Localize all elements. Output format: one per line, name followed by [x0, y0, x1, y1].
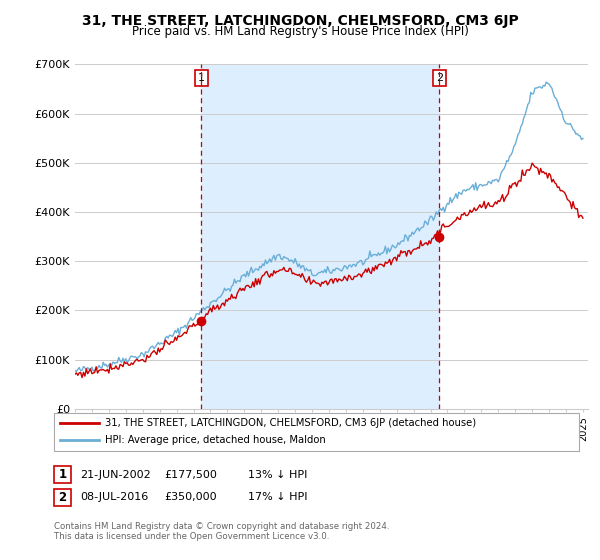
Text: 08-JUL-2016: 08-JUL-2016 — [80, 492, 148, 502]
Text: 2: 2 — [436, 73, 443, 83]
Text: HPI: Average price, detached house, Maldon: HPI: Average price, detached house, Mald… — [105, 435, 326, 445]
Text: 13% ↓ HPI: 13% ↓ HPI — [248, 470, 307, 480]
Text: 1: 1 — [198, 73, 205, 83]
Text: 17% ↓ HPI: 17% ↓ HPI — [248, 492, 307, 502]
Text: 31, THE STREET, LATCHINGDON, CHELMSFORD, CM3 6JP (detached house): 31, THE STREET, LATCHINGDON, CHELMSFORD,… — [105, 418, 476, 428]
Text: 2: 2 — [58, 491, 67, 504]
Bar — [202, 64, 439, 409]
Text: Price paid vs. HM Land Registry's House Price Index (HPI): Price paid vs. HM Land Registry's House … — [131, 25, 469, 38]
Text: 21-JUN-2002: 21-JUN-2002 — [80, 470, 151, 480]
Text: 31, THE STREET, LATCHINGDON, CHELMSFORD, CM3 6JP: 31, THE STREET, LATCHINGDON, CHELMSFORD,… — [82, 14, 518, 28]
Text: 1: 1 — [58, 468, 67, 482]
Text: Contains HM Land Registry data © Crown copyright and database right 2024.
This d: Contains HM Land Registry data © Crown c… — [54, 522, 389, 542]
Text: £350,000: £350,000 — [164, 492, 217, 502]
Text: £177,500: £177,500 — [164, 470, 217, 480]
